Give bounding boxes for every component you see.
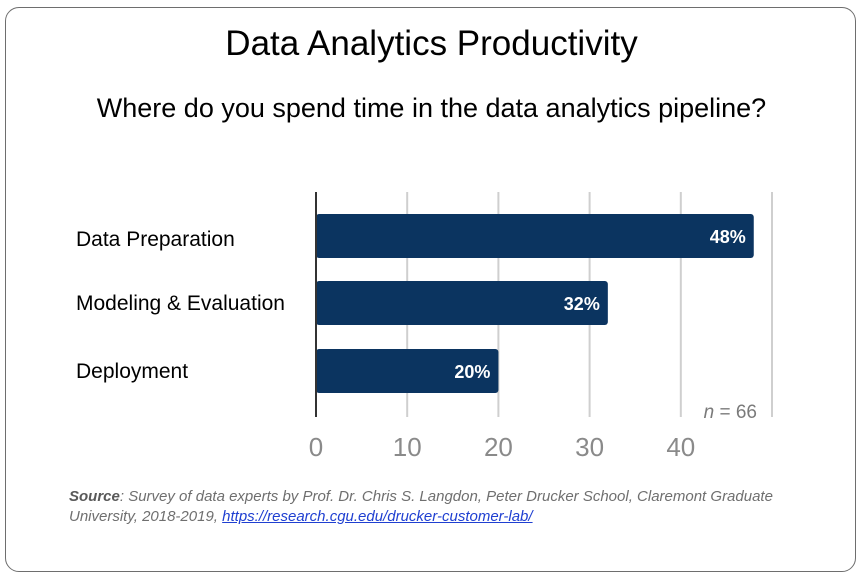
bar-3 xyxy=(316,349,499,393)
bar-2 xyxy=(316,281,608,325)
category-label-2: Modeling & Evaluation xyxy=(76,292,285,315)
value-label-2: 32% xyxy=(564,294,600,314)
category-label-3: Deployment xyxy=(76,360,188,383)
x-tick-label-20: 20 xyxy=(484,432,513,462)
source-note: Source: Survey of data experts by Prof. … xyxy=(69,487,809,527)
bar-1 xyxy=(316,214,754,258)
source-link[interactable]: https://research.cgu.edu/drucker-custome… xyxy=(222,508,533,525)
category-label-1: Data Preparation xyxy=(76,228,235,251)
source-label: Source xyxy=(69,488,120,505)
x-tick-label-30: 30 xyxy=(575,432,604,462)
source-text: : Survey of data experts by Prof. Dr. Ch… xyxy=(69,488,773,525)
sample-size-annotation: n = 66 xyxy=(704,402,757,423)
value-label-3: 20% xyxy=(454,362,490,382)
x-tick-label-10: 10 xyxy=(393,432,422,462)
x-tick-label-0: 0 xyxy=(309,432,323,462)
x-tick-label-40: 40 xyxy=(666,432,695,462)
value-label-1: 48% xyxy=(710,227,746,247)
sample-size-variable: n xyxy=(704,402,715,423)
sample-size-value: = 66 xyxy=(714,402,757,423)
chart-title: Data Analytics Productivity xyxy=(225,24,638,63)
chart-subtitle: Where do you spend time in the data anal… xyxy=(96,93,767,123)
